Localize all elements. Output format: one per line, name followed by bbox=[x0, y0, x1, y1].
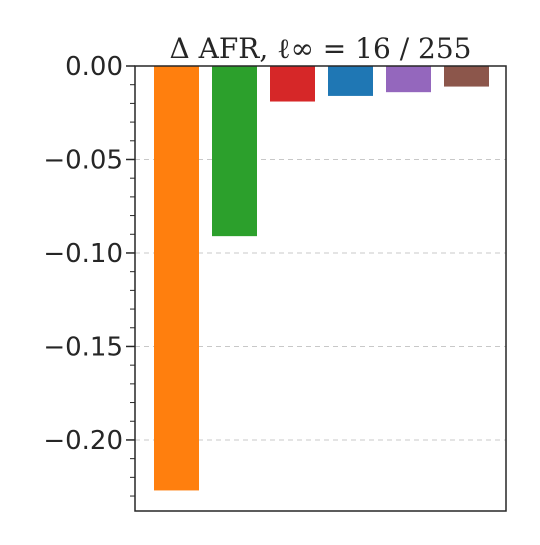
y-tick-label: 0.00 bbox=[65, 52, 123, 82]
y-tick-label: −0.20 bbox=[43, 426, 123, 456]
grid-lines bbox=[135, 158, 506, 441]
plot-frame bbox=[134, 65, 507, 512]
y-tick-label: −0.05 bbox=[43, 145, 123, 175]
y-tick-label: −0.10 bbox=[43, 239, 123, 269]
y-axis: 0.00 −0.05 −0.10 −0.15 −0.20 bbox=[43, 52, 135, 497]
bar bbox=[270, 66, 315, 102]
bar bbox=[328, 66, 373, 96]
bar bbox=[444, 66, 489, 87]
bar bbox=[386, 66, 431, 93]
bar bbox=[154, 66, 199, 491]
y-tick-label: −0.15 bbox=[43, 332, 123, 362]
bars bbox=[154, 66, 489, 491]
bar bbox=[212, 66, 257, 237]
chart-title: Δ AFR, ℓ∞ = 16 / 255 bbox=[170, 32, 472, 65]
